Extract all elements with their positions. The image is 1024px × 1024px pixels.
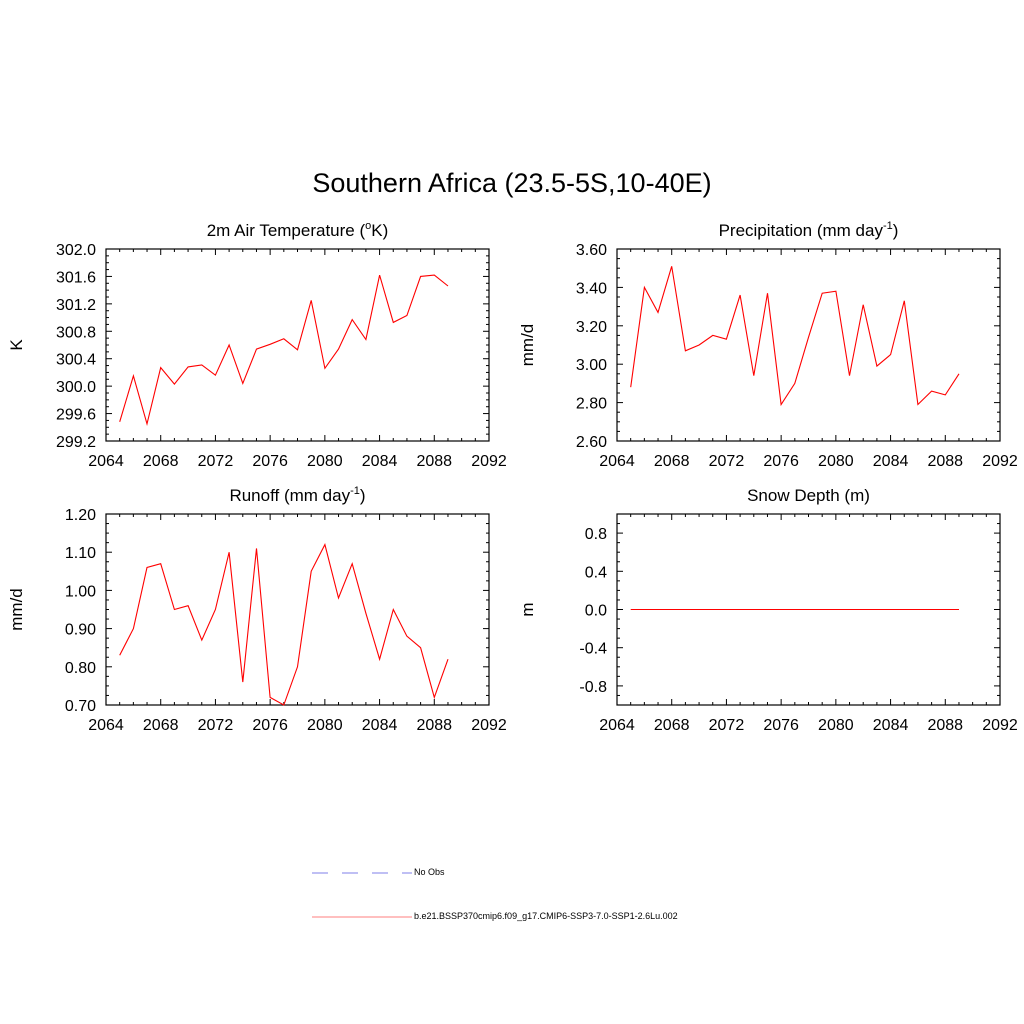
x-tick-label: 2076 [763, 717, 799, 734]
y-tick-label: 1.00 [65, 583, 96, 600]
x-tick-label: 2080 [307, 717, 343, 734]
y-tick-label: 0.8 [585, 526, 607, 543]
x-tick-label: 2076 [252, 453, 288, 470]
x-tick-label: 2068 [143, 717, 179, 734]
series-line-1 [119, 274, 449, 427]
y-tick-label: 3.60 [576, 242, 607, 259]
y-tick-label: 0.0 [585, 603, 607, 620]
y-tick-label: 302.0 [56, 242, 96, 259]
y-tick-label: 1.20 [65, 507, 96, 524]
y-tick-label: 1.10 [65, 545, 96, 562]
x-tick-label: 2064 [88, 453, 124, 470]
x-tick-label: 2072 [198, 453, 234, 470]
x-tick-label: 2088 [927, 717, 963, 734]
x-tick-label: 2064 [88, 717, 124, 734]
panel-4: 2064 2068 2072 2076 2080 2084 2088 2092 -0.8 -0.4… [518, 486, 1018, 734]
y-axis-label: K [7, 339, 26, 351]
y-tick-label: 299.6 [56, 407, 96, 424]
panel-title: 2m Air Temperature (oK) [207, 220, 389, 240]
x-tick-label: 2076 [763, 453, 799, 470]
y-tick-label: 2.60 [576, 434, 607, 451]
plot-frame [616, 248, 1001, 442]
x-tick-label: 2084 [362, 453, 398, 470]
y-tick-label: 301.6 [56, 269, 96, 286]
x-tick-label: 2076 [252, 717, 288, 734]
x-tick-label: 2092 [982, 453, 1018, 470]
plot-frame [105, 248, 490, 442]
y-axis-label: mm/d [7, 588, 26, 631]
x-tick-label: 2088 [416, 717, 452, 734]
y-tick-label: 301.2 [56, 297, 96, 314]
figure-title: Southern Africa (23.5-5S,10-40E) [312, 168, 712, 198]
x-tick-label: 2064 [599, 453, 635, 470]
x-tick-label: 2072 [709, 717, 745, 734]
y-tick-label: 3.40 [576, 280, 607, 297]
x-tick-label: 2088 [927, 453, 963, 470]
y-axis-label: mm/d [518, 324, 537, 367]
x-tick-label: 2080 [307, 453, 343, 470]
panel-title: Snow Depth (m) [747, 486, 870, 505]
y-tick-label: 0.90 [65, 622, 96, 639]
legend-label-no-obs: No Obs [414, 867, 445, 877]
x-tick-label: 2068 [654, 717, 690, 734]
plot-frame [105, 513, 490, 706]
series-line-1 [630, 266, 960, 407]
y-tick-label: -0.4 [579, 641, 607, 658]
x-tick-label: 2068 [654, 453, 690, 470]
y-tick-label: 2.80 [576, 396, 607, 413]
x-tick-label: 2080 [818, 717, 854, 734]
y-tick-label: 0.4 [585, 564, 607, 581]
x-tick-label: 2072 [709, 453, 745, 470]
x-tick-label: 2080 [818, 453, 854, 470]
y-tick-label: 300.8 [56, 324, 96, 341]
y-tick-label: 0.70 [65, 698, 96, 715]
y-tick-label: -0.8 [579, 679, 607, 696]
series-line-1 [119, 543, 449, 706]
y-axis-label: m [518, 602, 537, 616]
y-tick-label: 0.80 [65, 660, 96, 677]
panel-1: 2064 2068 2072 2076 2080 2084 2088 2092 299.2 299… [7, 220, 507, 470]
x-tick-label: 2072 [198, 717, 234, 734]
panel-3: 2064 2068 2072 2076 2080 2084 2088 2092 0.70 0.80… [7, 485, 507, 734]
y-tick-label: 3.00 [576, 357, 607, 374]
x-tick-label: 2088 [416, 453, 452, 470]
x-tick-label: 2084 [873, 717, 909, 734]
x-tick-label: 2092 [471, 717, 507, 734]
panel-title: Runoff (mm day-1) [229, 485, 365, 505]
y-tick-label: 299.2 [56, 434, 96, 451]
x-tick-label: 2084 [362, 717, 398, 734]
y-tick-label: 3.20 [576, 319, 607, 336]
x-tick-label: 2092 [982, 717, 1018, 734]
legend-label-model-run: b.e21.BSSP370cmip6.f09_g17.CMIP6-SSP3-7.… [414, 911, 678, 921]
panel-2: 2064 2068 2072 2076 2080 2084 2088 2092 2.60 2.80… [518, 220, 1018, 470]
x-tick-label: 2092 [471, 453, 507, 470]
x-tick-label: 2064 [599, 717, 635, 734]
x-tick-label: 2068 [143, 453, 179, 470]
y-tick-label: 300.0 [56, 379, 96, 396]
x-tick-label: 2084 [873, 453, 909, 470]
y-tick-label: 300.4 [56, 352, 96, 369]
panel-title: Precipitation (mm day-1) [719, 220, 899, 240]
